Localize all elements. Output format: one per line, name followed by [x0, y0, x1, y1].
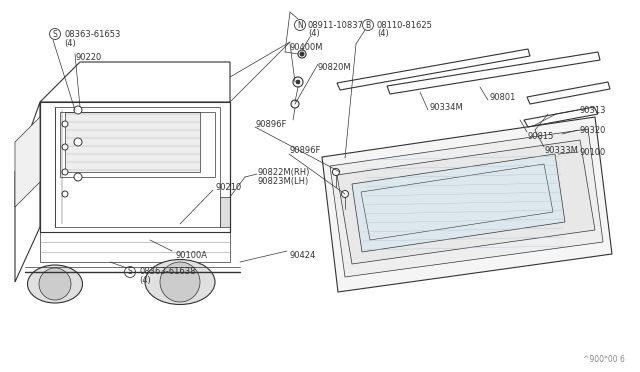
Polygon shape	[15, 117, 40, 207]
Circle shape	[62, 144, 68, 150]
Circle shape	[342, 190, 349, 198]
Text: 90334M: 90334M	[430, 103, 464, 112]
Text: 90823M(LH): 90823M(LH)	[258, 176, 309, 186]
Text: 08363-61638: 08363-61638	[139, 267, 195, 276]
Text: 90424: 90424	[290, 250, 316, 260]
Circle shape	[298, 50, 306, 58]
Text: 90210: 90210	[215, 183, 241, 192]
Text: (4): (4)	[64, 38, 76, 48]
Text: 90400M: 90400M	[290, 42, 323, 51]
Circle shape	[39, 268, 71, 300]
Circle shape	[62, 191, 68, 197]
Text: 90896F: 90896F	[256, 119, 287, 128]
Text: 90100: 90100	[580, 148, 606, 157]
Text: B: B	[365, 20, 371, 29]
Text: S: S	[127, 267, 132, 276]
Circle shape	[296, 80, 300, 84]
Text: 08110-81625: 08110-81625	[377, 20, 433, 29]
Circle shape	[293, 77, 303, 87]
Text: 90100A: 90100A	[175, 250, 207, 260]
Polygon shape	[337, 140, 595, 264]
Text: (4): (4)	[139, 276, 151, 285]
Text: 90896F: 90896F	[290, 145, 321, 154]
Text: 90320: 90320	[580, 125, 606, 135]
Circle shape	[300, 52, 304, 56]
Text: ^900*00 6: ^900*00 6	[583, 356, 625, 365]
Circle shape	[74, 173, 82, 181]
Text: 90822M(RH): 90822M(RH)	[258, 167, 310, 176]
Text: 90333M: 90333M	[545, 145, 579, 154]
Text: (4): (4)	[377, 29, 388, 38]
Ellipse shape	[28, 265, 83, 303]
Circle shape	[74, 138, 82, 146]
Circle shape	[160, 262, 200, 302]
Circle shape	[62, 169, 68, 175]
Polygon shape	[322, 117, 612, 292]
Polygon shape	[352, 154, 565, 252]
Text: 08911-10837: 08911-10837	[308, 20, 364, 29]
Text: (4): (4)	[308, 29, 320, 38]
Ellipse shape	[145, 260, 215, 305]
Text: N: N	[297, 20, 303, 29]
Text: 90220: 90220	[75, 52, 101, 61]
Text: S: S	[52, 29, 58, 38]
Text: 90820M: 90820M	[318, 62, 351, 71]
Polygon shape	[65, 112, 200, 172]
Text: 08363-61653: 08363-61653	[64, 29, 120, 38]
Text: 90313: 90313	[580, 106, 607, 115]
Circle shape	[62, 121, 68, 127]
Text: 90801: 90801	[490, 93, 516, 102]
Polygon shape	[220, 197, 230, 227]
Text: 90815: 90815	[528, 131, 554, 141]
Polygon shape	[330, 129, 603, 277]
Circle shape	[74, 106, 82, 114]
Circle shape	[333, 169, 339, 176]
Circle shape	[291, 100, 299, 108]
